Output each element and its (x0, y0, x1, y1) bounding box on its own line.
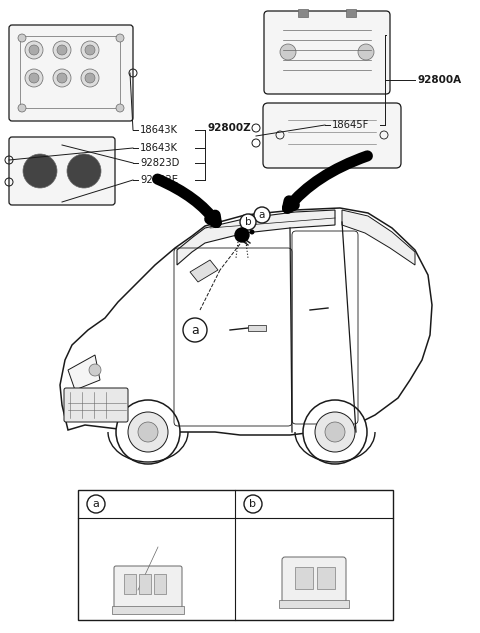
Bar (112, 606, 184, 614)
Text: 92822E: 92822E (140, 175, 178, 185)
Bar (154, 574, 166, 594)
Circle shape (53, 41, 71, 59)
Circle shape (116, 34, 124, 42)
Text: a: a (93, 499, 99, 509)
Bar (298, 9, 308, 17)
Text: 18643K: 18643K (140, 143, 178, 153)
Circle shape (358, 44, 374, 60)
Circle shape (23, 154, 57, 188)
Text: 92891A: 92891A (116, 535, 156, 545)
Text: 92800A: 92800A (418, 75, 462, 85)
FancyBboxPatch shape (64, 388, 128, 422)
Text: 18643K: 18643K (140, 125, 178, 135)
Circle shape (25, 69, 43, 87)
Circle shape (67, 154, 101, 188)
Polygon shape (190, 260, 218, 282)
FancyArrowPatch shape (157, 179, 216, 223)
Text: 92800Z: 92800Z (208, 123, 252, 133)
Polygon shape (177, 210, 335, 265)
Text: 92823D: 92823D (140, 158, 180, 168)
Bar (248, 325, 266, 331)
Bar (124, 574, 136, 594)
Circle shape (18, 34, 26, 42)
Circle shape (18, 104, 26, 112)
Circle shape (85, 45, 95, 55)
FancyBboxPatch shape (264, 11, 390, 94)
Circle shape (25, 41, 43, 59)
Text: b: b (245, 217, 252, 227)
FancyArrowPatch shape (288, 156, 367, 208)
Circle shape (325, 422, 345, 442)
Circle shape (303, 400, 367, 464)
Bar (279, 600, 349, 608)
Circle shape (116, 104, 124, 112)
Circle shape (280, 44, 296, 60)
Polygon shape (60, 208, 432, 435)
Bar (295, 567, 313, 589)
Circle shape (81, 41, 99, 59)
Circle shape (81, 69, 99, 87)
Circle shape (29, 73, 39, 83)
Text: 95530A: 95530A (267, 498, 312, 510)
Circle shape (57, 45, 67, 55)
Text: a: a (259, 210, 265, 220)
Circle shape (315, 412, 355, 452)
Circle shape (53, 69, 71, 87)
Polygon shape (342, 210, 415, 265)
FancyBboxPatch shape (282, 557, 346, 603)
Bar (139, 574, 151, 594)
Circle shape (138, 422, 158, 442)
Bar (20, 36, 120, 108)
Text: a: a (191, 323, 199, 337)
Circle shape (57, 73, 67, 83)
Circle shape (85, 73, 95, 83)
Circle shape (116, 400, 180, 464)
Circle shape (250, 230, 254, 234)
Circle shape (240, 214, 256, 230)
Bar (346, 9, 356, 17)
Circle shape (254, 207, 270, 223)
Text: 92892A: 92892A (116, 550, 156, 560)
Circle shape (183, 318, 207, 342)
Circle shape (89, 364, 101, 376)
Circle shape (128, 412, 168, 452)
Bar (317, 567, 335, 589)
Text: b: b (250, 499, 256, 509)
Text: 18645F: 18645F (332, 120, 370, 130)
Circle shape (244, 495, 262, 513)
Circle shape (235, 228, 249, 242)
Circle shape (87, 495, 105, 513)
FancyBboxPatch shape (263, 103, 401, 168)
FancyBboxPatch shape (9, 25, 133, 121)
Circle shape (29, 45, 39, 55)
Bar (78, 490, 393, 620)
Polygon shape (68, 355, 100, 390)
FancyBboxPatch shape (9, 137, 115, 205)
FancyBboxPatch shape (114, 566, 182, 608)
